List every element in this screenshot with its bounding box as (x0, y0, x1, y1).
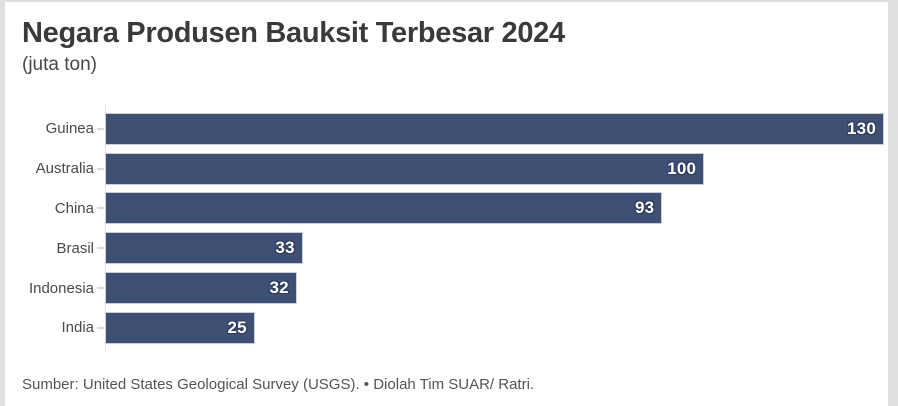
axis-tick-mark (97, 326, 104, 329)
bar-chart: Guinea 130 Australia 100 China 93 Brasil 33 Indo… (22, 105, 884, 351)
axis-tick-mark (97, 127, 104, 130)
category-label: Indonesia (28, 279, 94, 297)
category-label: China (54, 199, 94, 217)
plot-area: 130 (105, 112, 884, 145)
plot-area: 100 (105, 152, 884, 185)
value-label: 93 (634, 198, 655, 218)
chart-row: India 25 (22, 308, 884, 348)
value-label: 100 (667, 158, 697, 178)
plot-area: 32 (105, 272, 884, 305)
chart-row: Australia 100 (22, 149, 884, 189)
axis-tick-mark (97, 247, 104, 250)
bar-indonesia: 32 (105, 272, 297, 305)
chart-row: Guinea 130 (22, 109, 884, 149)
plot-area: 25 (105, 311, 884, 344)
category-label: India (61, 319, 94, 337)
bar-india: 25 (105, 311, 255, 344)
bar-china: 93 (105, 192, 663, 225)
category-label: Guinea (45, 120, 94, 138)
axis-tick-mark (97, 207, 104, 210)
axis-tick-mark (97, 287, 104, 290)
category-label: Australia (35, 160, 94, 178)
chart-row: China 93 (22, 189, 884, 229)
bar-brasil: 33 (105, 232, 303, 265)
plot-area: 33 (105, 232, 884, 265)
axis-tick-mark (97, 167, 104, 170)
bar-australia: 100 (105, 152, 705, 185)
value-label: 32 (269, 278, 289, 298)
plot-area: 93 (105, 192, 884, 225)
chart-row: Indonesia 32 (22, 268, 884, 308)
chart-row: Brasil 33 (22, 228, 884, 268)
value-label: 33 (275, 238, 295, 258)
value-label: 130 (847, 118, 876, 138)
category-label: Brasil (56, 239, 94, 257)
chart-title: Negara Produsen Bauksit Terbesar 2024 (22, 17, 565, 49)
value-label: 25 (227, 317, 247, 337)
chart-card: Negara Produsen Bauksit Terbesar 2024 (j… (5, 2, 888, 406)
chart-subtitle: (juta ton) (22, 54, 97, 75)
bar-guinea: 130 (105, 112, 884, 145)
source-note: Sumber: United States Geological Survey … (22, 375, 535, 393)
